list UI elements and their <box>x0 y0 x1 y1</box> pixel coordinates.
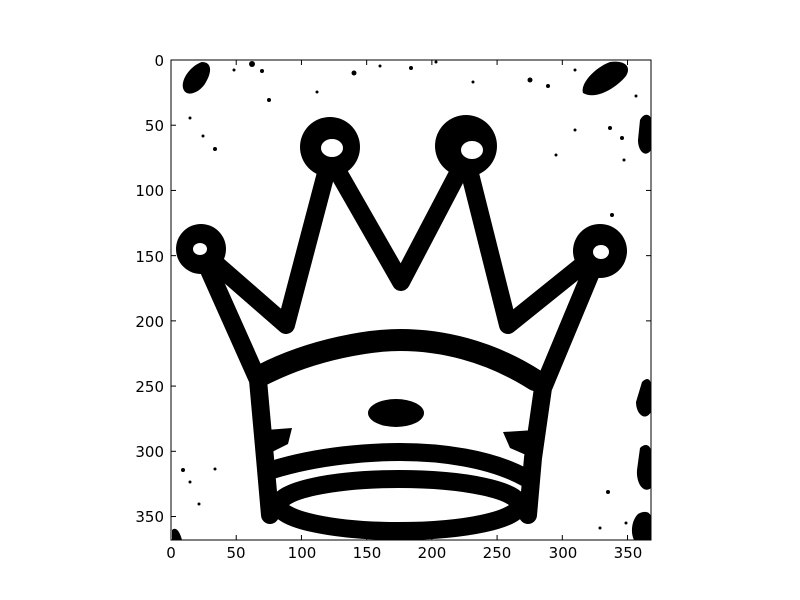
y-axis-ticks <box>171 59 651 518</box>
x-tick-label-0: 0 <box>166 544 176 562</box>
y-tick-label-200: 200 <box>135 313 164 331</box>
y-tick-label-150: 150 <box>135 248 164 266</box>
x-tick-label-250: 250 <box>483 544 512 562</box>
x-tick-label-300: 300 <box>549 544 578 562</box>
x-tick-label-150: 150 <box>353 544 382 562</box>
y-tick-label-300: 300 <box>135 443 164 461</box>
crown-drawing <box>191 149 609 540</box>
x-axis-labels: 0 50 100 150 200 250 300 350 <box>166 544 642 562</box>
image-panel <box>170 59 652 541</box>
x-tick-label-50: 50 <box>226 544 245 562</box>
x-tick-label-350: 350 <box>614 544 643 562</box>
x-tick-label-100: 100 <box>288 544 317 562</box>
y-axis-labels: 0 50 100 150 200 250 300 350 <box>135 52 164 526</box>
x-axis-ticks <box>170 60 629 540</box>
y-tick-label-250: 250 <box>135 378 164 396</box>
plot-frame <box>170 59 652 541</box>
noise-speckles <box>172 60 651 540</box>
y-tick-label-50: 50 <box>145 117 164 135</box>
crown-tip-holes <box>193 139 609 259</box>
y-tick-label-0: 0 <box>154 52 164 70</box>
x-tick-label-200: 200 <box>418 544 447 562</box>
y-tick-label-350: 350 <box>135 508 164 526</box>
crown-ornaments <box>266 399 535 458</box>
y-tick-label-100: 100 <box>135 182 164 200</box>
